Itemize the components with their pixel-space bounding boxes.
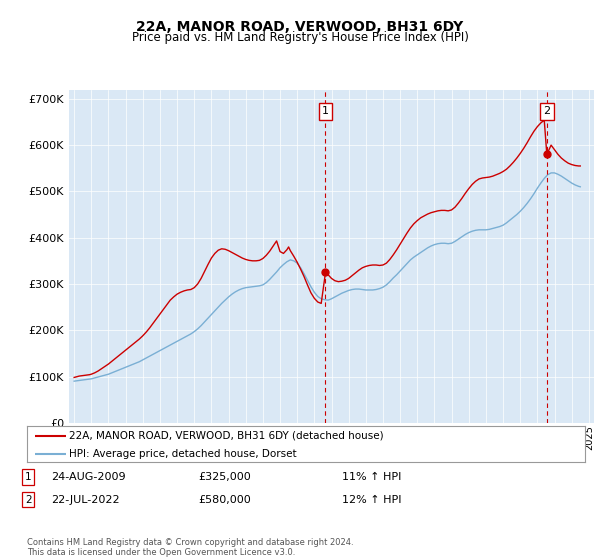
Text: 24-AUG-2009: 24-AUG-2009	[51, 472, 125, 482]
Text: 1: 1	[25, 472, 32, 482]
Text: HPI: Average price, detached house, Dorset: HPI: Average price, detached house, Dors…	[69, 449, 296, 459]
Text: Price paid vs. HM Land Registry's House Price Index (HPI): Price paid vs. HM Land Registry's House …	[131, 31, 469, 44]
Text: £325,000: £325,000	[198, 472, 251, 482]
Text: 11% ↑ HPI: 11% ↑ HPI	[342, 472, 401, 482]
Text: 2: 2	[543, 106, 550, 116]
Text: 22-JUL-2022: 22-JUL-2022	[51, 494, 119, 505]
Text: 2: 2	[25, 494, 32, 505]
Text: 22A, MANOR ROAD, VERWOOD, BH31 6DY: 22A, MANOR ROAD, VERWOOD, BH31 6DY	[136, 20, 464, 34]
Text: £580,000: £580,000	[198, 494, 251, 505]
Text: 22A, MANOR ROAD, VERWOOD, BH31 6DY (detached house): 22A, MANOR ROAD, VERWOOD, BH31 6DY (deta…	[69, 431, 383, 441]
Text: 12% ↑ HPI: 12% ↑ HPI	[342, 494, 401, 505]
Text: 1: 1	[322, 106, 329, 116]
Text: Contains HM Land Registry data © Crown copyright and database right 2024.
This d: Contains HM Land Registry data © Crown c…	[27, 538, 353, 557]
